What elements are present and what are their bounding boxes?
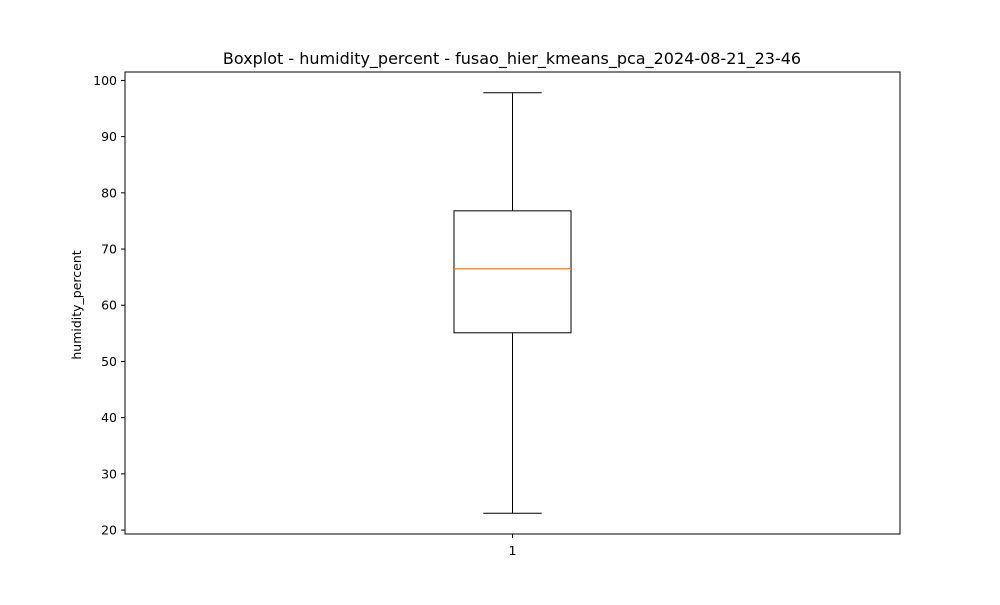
y-tick-label: 20: [101, 523, 117, 538]
x-tick-label: 1: [509, 543, 517, 558]
y-tick-label: 40: [101, 410, 117, 425]
y-tick-label: 100: [93, 73, 117, 88]
y-axis-label: humidity_percent: [69, 250, 84, 359]
y-tick-label: 50: [101, 354, 117, 369]
iqr-box: [453, 210, 572, 334]
y-axis-ticks: 20 30 40 50 60 70 80 90 100: [93, 73, 125, 538]
y-tick-label: 60: [101, 298, 117, 313]
y-tick-label: 90: [101, 129, 117, 144]
box-series: [453, 92, 572, 514]
y-tick-label: 70: [101, 242, 117, 257]
y-tick-label: 30: [101, 466, 117, 481]
chart-title: Boxplot - humidity_percent - fusao_hier_…: [223, 49, 801, 69]
x-axis-ticks: 1: [509, 534, 517, 558]
y-tick-label: 80: [101, 185, 117, 200]
